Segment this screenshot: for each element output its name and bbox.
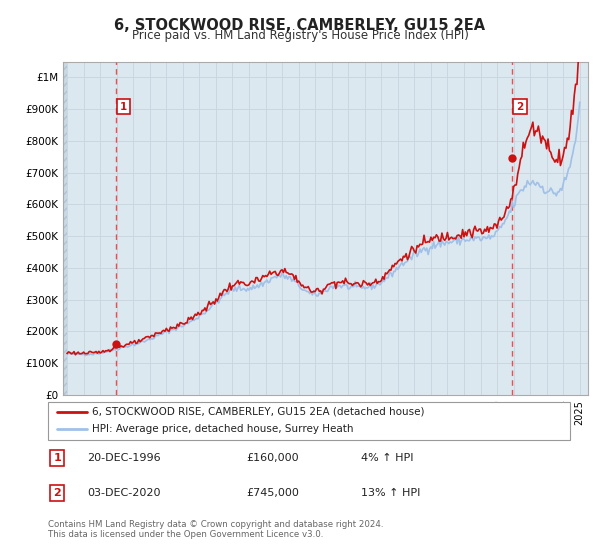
Text: 1: 1 xyxy=(53,453,61,463)
FancyBboxPatch shape xyxy=(48,402,570,440)
Text: 20-DEC-1996: 20-DEC-1996 xyxy=(87,453,161,463)
Text: 03-DEC-2020: 03-DEC-2020 xyxy=(87,488,161,498)
Bar xyxy=(63,62,67,395)
Text: 4% ↑ HPI: 4% ↑ HPI xyxy=(361,453,414,463)
Text: 6, STOCKWOOD RISE, CAMBERLEY, GU15 2EA: 6, STOCKWOOD RISE, CAMBERLEY, GU15 2EA xyxy=(115,18,485,33)
Text: Price paid vs. HM Land Registry's House Price Index (HPI): Price paid vs. HM Land Registry's House … xyxy=(131,29,469,42)
Text: 13% ↑ HPI: 13% ↑ HPI xyxy=(361,488,421,498)
Text: 1: 1 xyxy=(120,101,127,111)
Text: 2: 2 xyxy=(53,488,61,498)
Text: £160,000: £160,000 xyxy=(247,453,299,463)
Text: 2: 2 xyxy=(517,101,524,111)
Text: HPI: Average price, detached house, Surrey Heath: HPI: Average price, detached house, Surr… xyxy=(92,424,354,435)
Text: 6, STOCKWOOD RISE, CAMBERLEY, GU15 2EA (detached house): 6, STOCKWOOD RISE, CAMBERLEY, GU15 2EA (… xyxy=(92,407,425,417)
Text: £745,000: £745,000 xyxy=(247,488,299,498)
Text: Contains HM Land Registry data © Crown copyright and database right 2024.
This d: Contains HM Land Registry data © Crown c… xyxy=(48,520,383,539)
